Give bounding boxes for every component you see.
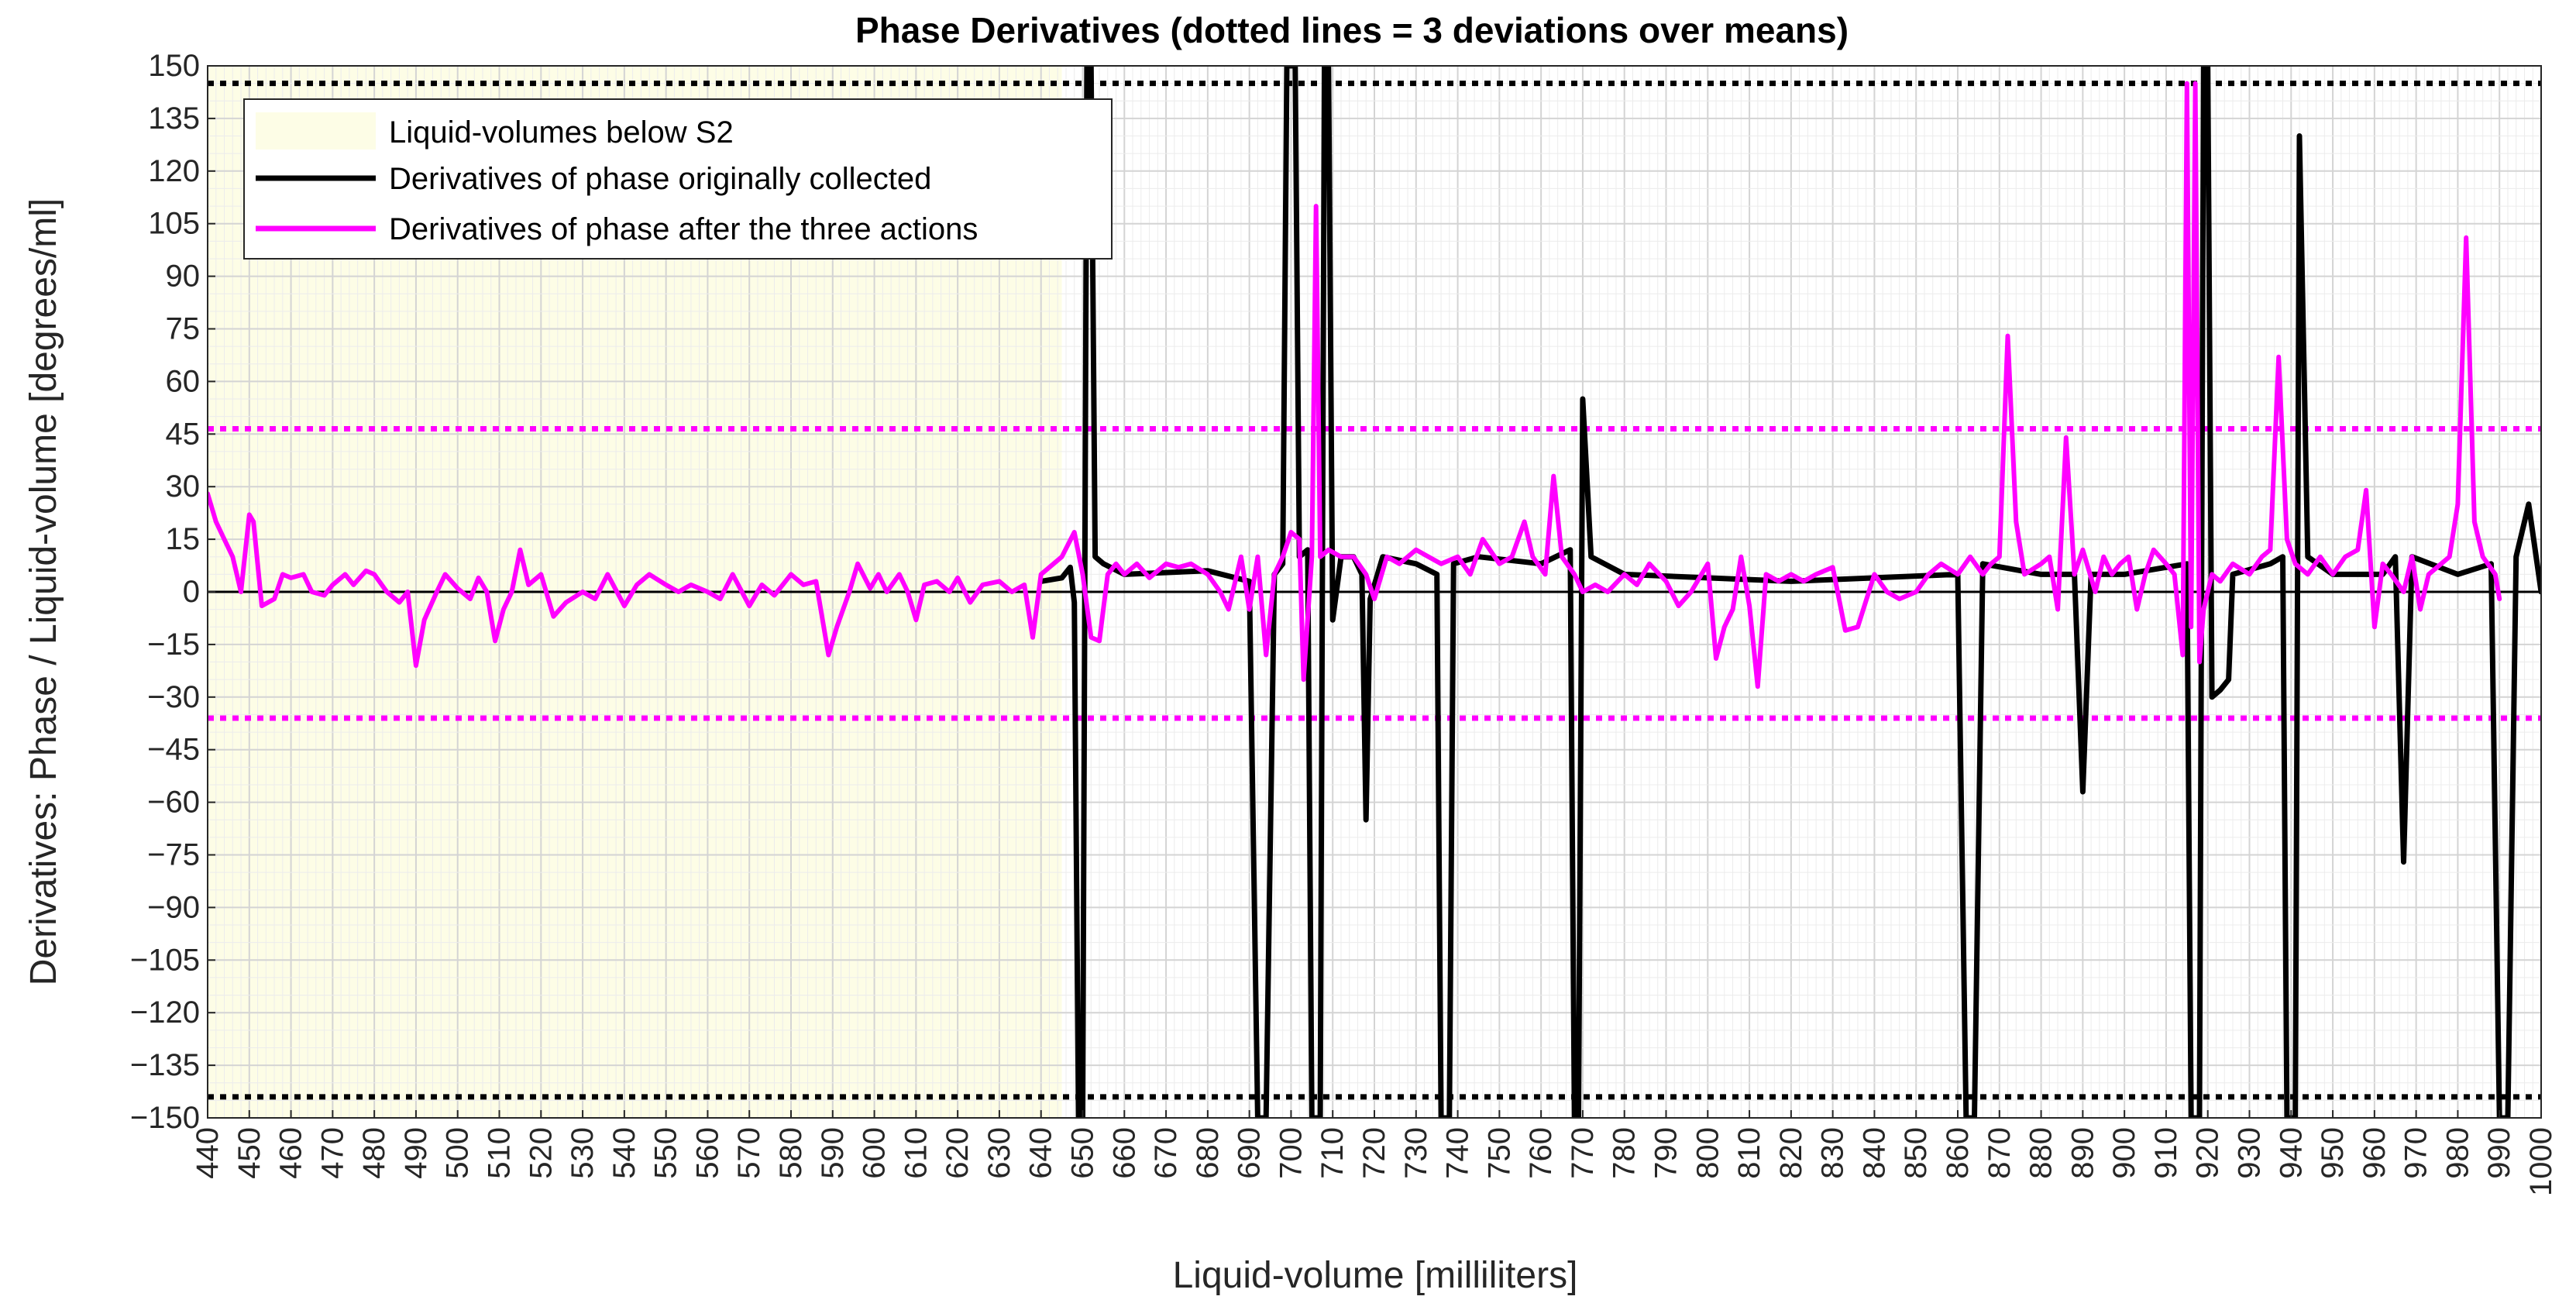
y-tick-label: 60 xyxy=(166,364,201,398)
y-tick-label: 135 xyxy=(148,101,200,136)
x-tick-label: 840 xyxy=(1857,1127,1891,1179)
x-tick-label: 610 xyxy=(899,1127,933,1179)
x-tick-label: 460 xyxy=(274,1127,308,1179)
x-tick-label: 940 xyxy=(2274,1127,2308,1179)
y-tick-label: −120 xyxy=(130,995,200,1030)
x-tick-label: 480 xyxy=(357,1127,391,1179)
threshold-lines xyxy=(208,81,2541,1100)
x-tick-label: 540 xyxy=(607,1127,641,1179)
y-tick-label: −15 xyxy=(147,627,200,662)
x-tick-label: 520 xyxy=(524,1127,558,1179)
x-tick-label: 450 xyxy=(232,1127,267,1179)
y-tick-label: 30 xyxy=(166,469,201,504)
x-tick-label: 470 xyxy=(315,1127,349,1179)
x-tick-label: 560 xyxy=(690,1127,724,1179)
y-tick-label: −75 xyxy=(147,838,200,872)
series-lines xyxy=(208,66,2541,1118)
legend-label-black: Derivatives of phase originally collecte… xyxy=(389,162,931,196)
x-axis-label: Liquid-volume [milliliters] xyxy=(1173,1255,1578,1296)
x-tick-label: 750 xyxy=(1482,1127,1516,1179)
x-tick-label: 590 xyxy=(816,1127,850,1179)
x-tick-label: 1000 xyxy=(2524,1127,2558,1196)
x-tick-label: 970 xyxy=(2399,1127,2433,1179)
x-tick-label: 770 xyxy=(1566,1127,1600,1179)
x-tick-label: 900 xyxy=(2107,1127,2141,1179)
x-tick-label: 500 xyxy=(441,1127,475,1179)
x-tick-label: 830 xyxy=(1816,1127,1850,1179)
y-axis-label: Derivatives: Phase / Liquid-volume [degr… xyxy=(23,198,64,985)
y-tick-label: 15 xyxy=(166,522,201,556)
x-tick-label: 780 xyxy=(1608,1127,1642,1179)
x-tick-label: 620 xyxy=(941,1127,975,1179)
x-tick-label: 490 xyxy=(399,1127,433,1179)
x-tick-label: 820 xyxy=(1774,1127,1808,1179)
legend-label-shaded: Liquid-volumes below S2 xyxy=(389,115,734,150)
x-tick-label: 440 xyxy=(191,1127,225,1179)
legend-swatch-shaded xyxy=(256,112,376,150)
x-tick-label: 670 xyxy=(1149,1127,1183,1179)
x-tick-label: 690 xyxy=(1233,1127,1267,1179)
x-tick-label: 550 xyxy=(649,1127,683,1179)
x-tick-label: 880 xyxy=(2024,1127,2058,1179)
x-tick-label: 930 xyxy=(2233,1127,2267,1179)
y-tick-label: −150 xyxy=(130,1101,200,1135)
x-tick-label: 810 xyxy=(1732,1127,1766,1179)
legend-label-magenta: Derivatives of phase after the three act… xyxy=(389,212,978,246)
x-tick-label: 860 xyxy=(1941,1127,1975,1179)
y-tick-label: 150 xyxy=(148,49,200,83)
x-tick-label: 850 xyxy=(1899,1127,1933,1179)
x-tick-label: 580 xyxy=(774,1127,808,1179)
y-tick-label: 105 xyxy=(148,207,200,241)
x-tick-label: 800 xyxy=(1690,1127,1725,1179)
y-tick-label: 45 xyxy=(166,417,201,451)
x-tick-label: 740 xyxy=(1441,1127,1475,1179)
chart-title: Phase Derivatives (dotted lines = 3 devi… xyxy=(855,10,1849,50)
y-tick-label: 120 xyxy=(148,154,200,188)
x-tick-label: 510 xyxy=(483,1127,517,1179)
legend: Liquid-volumes below S2 Derivatives of p… xyxy=(243,98,1113,260)
y-axis-ticks: 1501351201059075604530150−15−30−45−60−75… xyxy=(130,49,215,1135)
x-tick-label: 710 xyxy=(1316,1127,1350,1179)
x-tick-label: 870 xyxy=(1983,1127,2017,1179)
x-tick-label: 910 xyxy=(2149,1127,2183,1179)
y-tick-label: 0 xyxy=(183,575,200,609)
x-tick-label: 960 xyxy=(2358,1127,2392,1179)
y-tick-label: 75 xyxy=(166,312,201,346)
y-tick-label: −105 xyxy=(130,943,200,977)
y-tick-label: −135 xyxy=(130,1048,200,1082)
series-line-after-actions xyxy=(208,81,2502,689)
y-tick-label: −90 xyxy=(147,890,200,924)
y-tick-label: −30 xyxy=(147,680,200,714)
series-line-original xyxy=(1038,66,2541,1118)
x-tick-label: 640 xyxy=(1024,1127,1058,1179)
x-tick-label: 570 xyxy=(732,1127,766,1179)
y-tick-label: −45 xyxy=(147,733,200,767)
x-axis-ticks: 440 450 460 470 480 490 500 510 520 530 540 550 560 5… xyxy=(191,1110,2558,1196)
x-tick-label: 660 xyxy=(1107,1127,1141,1179)
x-tick-label: 720 xyxy=(1357,1127,1391,1179)
x-tick-label: 890 xyxy=(2065,1127,2100,1179)
y-tick-label: −60 xyxy=(147,786,200,820)
x-tick-label: 760 xyxy=(1524,1127,1558,1179)
x-tick-label: 630 xyxy=(982,1127,1016,1179)
legend-box xyxy=(243,98,1113,260)
x-tick-label: 530 xyxy=(566,1127,600,1179)
x-tick-label: 700 xyxy=(1274,1127,1308,1179)
x-tick-label: 790 xyxy=(1649,1127,1684,1179)
y-tick-label: 90 xyxy=(166,260,201,294)
x-tick-label: 990 xyxy=(2482,1127,2516,1179)
x-tick-label: 980 xyxy=(2440,1127,2475,1179)
x-tick-label: 650 xyxy=(1066,1127,1100,1179)
x-tick-label: 680 xyxy=(1191,1127,1225,1179)
x-tick-label: 920 xyxy=(2191,1127,2225,1179)
x-tick-label: 600 xyxy=(858,1127,892,1179)
x-tick-label: 730 xyxy=(1399,1127,1433,1179)
x-tick-label: 950 xyxy=(2316,1127,2350,1179)
